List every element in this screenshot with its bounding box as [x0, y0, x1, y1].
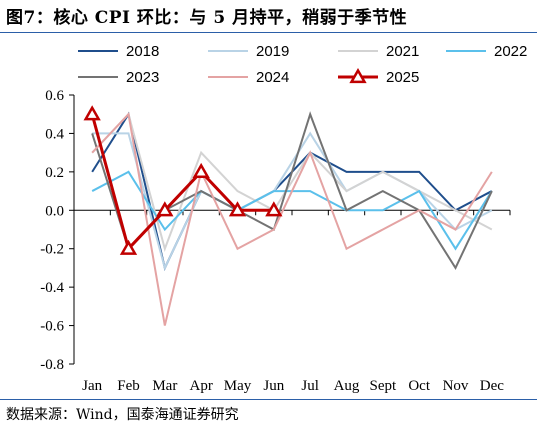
legend-item-2023: 2023	[78, 69, 159, 86]
y-tick-label: -0.2	[40, 242, 64, 258]
legend-item-2025: 2025	[338, 67, 419, 86]
x-tick-label: Jan	[82, 378, 102, 394]
y-tick-label: 0.4	[45, 126, 64, 142]
y-tick-label: 0.2	[45, 165, 64, 181]
legend-item-2018: 2018	[78, 43, 159, 60]
legend-label: 2024	[256, 69, 289, 86]
legend-label: 2021	[386, 43, 419, 60]
x-tick-label: Jun	[263, 378, 284, 394]
data-point-marker	[156, 201, 174, 217]
y-tick-label: 0.6	[45, 88, 64, 104]
legend-marker	[349, 67, 367, 84]
legend-label: 2018	[126, 43, 159, 60]
series-line-2024	[91, 112, 493, 326]
x-tick-label: Mar	[152, 378, 177, 394]
legend-label: 2025	[386, 69, 419, 86]
data-point-marker	[83, 105, 101, 121]
x-tick-label: Nov	[443, 378, 469, 394]
data-point-marker	[228, 201, 247, 217]
x-tick-label: Apr	[190, 378, 213, 394]
series-line-2021	[91, 112, 493, 252]
y-tick-label: -0.6	[40, 319, 64, 335]
legend-item-2024: 2024	[208, 69, 289, 86]
series-line-2019	[92, 131, 493, 271]
x-tick-label: Feb	[117, 378, 140, 394]
y-tick-label: -0.4	[40, 280, 64, 296]
title-divider	[0, 32, 537, 33]
source-divider	[0, 399, 537, 400]
legend-item-2021: 2021	[338, 43, 419, 60]
legend-label: 2023	[126, 69, 159, 86]
legend-label: 2019	[256, 43, 289, 60]
series-2019	[92, 131, 493, 271]
y-tick-label: -0.8	[40, 357, 64, 373]
source-note: 数据来源：Wind，国泰海通证券研究	[6, 407, 239, 423]
x-tick-label: Dec	[480, 378, 504, 394]
data-point-marker	[192, 162, 210, 178]
y-tick-label: 0.0	[45, 203, 64, 219]
series-2025	[83, 105, 283, 255]
chart-legend: 2018 2019 2021 2022 2023 2024 2025	[78, 43, 527, 86]
series-2024	[91, 112, 493, 326]
series-lines	[83, 105, 493, 326]
series-line-2025	[90, 113, 274, 252]
figure-title: 图7：核心 CPI 环比：与 5 月持平，稍弱于季节性	[6, 8, 408, 28]
series-2021	[91, 112, 493, 252]
y-axis-tick-labels: 0.6 0.4 0.2 0.0 -0.2 -0.4 -0.6 -0.8	[40, 88, 64, 373]
x-tick-label: Aug	[334, 378, 360, 394]
x-tick-label: Oct	[408, 378, 430, 394]
x-tick-label: May	[224, 378, 252, 394]
x-axis-tick-labels: Jan Feb Mar Apr May Jun Jul Aug Sept Oct Nov Dec	[82, 378, 504, 394]
data-point-marker	[265, 201, 283, 217]
data-point-marker	[119, 239, 138, 255]
legend-item-2022: 2022	[446, 43, 527, 60]
legend-label: 2022	[494, 43, 527, 60]
x-tick-label: Sept	[369, 378, 397, 394]
legend-item-2019: 2019	[208, 43, 289, 60]
x-tick-label: Jul	[301, 378, 319, 394]
